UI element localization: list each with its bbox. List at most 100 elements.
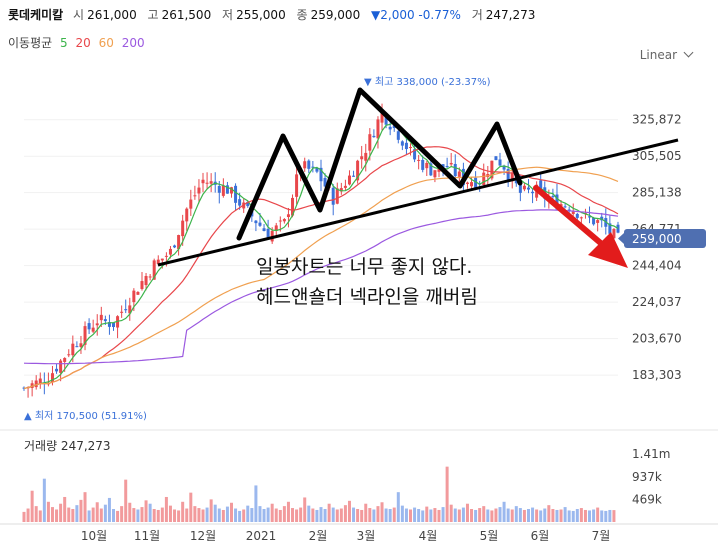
candle-body (404, 142, 408, 150)
candle-body (441, 164, 445, 168)
candle-body (291, 197, 295, 216)
candle-body (453, 163, 457, 177)
low-annotation: ▲ 최저 170,500 (51.91%) (24, 410, 147, 422)
volume-bar (278, 509, 282, 522)
candle-body (571, 210, 575, 215)
volume-bar (331, 507, 335, 522)
candle-body (457, 171, 461, 177)
volume-bar (474, 509, 478, 522)
volume-bar (136, 509, 140, 522)
volume-bar (229, 502, 233, 522)
candle-body (217, 186, 221, 193)
candle-body (343, 185, 347, 188)
volume-bar (282, 506, 286, 522)
volume-bar (612, 510, 616, 522)
volume-bar (343, 505, 347, 522)
volume-bar (189, 492, 193, 522)
y-tick-label: 305,505 (632, 149, 682, 163)
volume-bar (234, 508, 238, 522)
volume-bar (551, 509, 555, 522)
candle-body (254, 220, 258, 224)
ma-60: 60 (98, 36, 114, 50)
volume-bar (238, 510, 242, 522)
x-tick-label: 6월 (531, 529, 550, 543)
volume-bar (258, 506, 262, 522)
x-tick-label: 10월 (81, 529, 107, 543)
candle-body (490, 160, 494, 179)
candle-body (551, 196, 555, 198)
volume-bar (347, 500, 351, 522)
volume-bar (124, 479, 128, 522)
volume-bar (506, 508, 510, 522)
scale-label: Linear (639, 48, 677, 62)
volume-bar (441, 507, 445, 522)
candle-body (364, 152, 368, 161)
high-value: 261,500 (161, 8, 212, 22)
candle-body (274, 225, 278, 231)
candle-body (429, 163, 433, 176)
y-tick-label: 285,138 (632, 186, 682, 200)
volume-bar (392, 507, 396, 522)
candle-body (482, 172, 486, 186)
volume-bar (87, 510, 91, 522)
volume-bar (140, 507, 144, 522)
volume-bar (75, 505, 79, 522)
volume-bar (213, 504, 217, 522)
scale-selector[interactable]: Linear (639, 47, 694, 62)
volume-bar (588, 510, 592, 522)
candle-body (128, 305, 132, 314)
volume-bar (120, 506, 124, 522)
x-tick-label: 7월 (592, 529, 611, 543)
x-tick-label: 3월 (357, 529, 376, 543)
candle-body (360, 156, 364, 160)
volume-bar (461, 507, 465, 522)
candle-body (103, 319, 107, 322)
candle-body (258, 222, 262, 226)
candle-body (526, 187, 530, 190)
x-tick-label: 4월 (419, 529, 438, 543)
candle-body (266, 228, 270, 240)
candle-body (368, 134, 372, 151)
volume-bar (205, 507, 209, 522)
volume-tick-label: 1.41m (632, 447, 670, 461)
volume-bar (266, 507, 270, 522)
candle-body (380, 110, 384, 123)
volume-bar (445, 466, 449, 522)
volume-bar (46, 501, 50, 522)
volume-bar (327, 503, 331, 522)
candle-body (498, 159, 502, 166)
candle-body (376, 119, 380, 139)
candle-body (303, 161, 307, 169)
volume-bar (356, 509, 360, 522)
candle-body (319, 167, 323, 182)
volume-bar (380, 502, 384, 522)
x-tick-label: 12월 (190, 529, 216, 543)
y-tick-label: 325,872 (632, 113, 682, 127)
volume-bar (490, 510, 494, 522)
current-price-tag (624, 229, 706, 248)
volume-bar (168, 505, 172, 522)
volume-bar (116, 510, 120, 522)
candle-body (87, 323, 91, 330)
candle-body (144, 275, 148, 286)
volume-value: 247,273 (485, 8, 536, 22)
moving-average-legend[interactable]: 이동평균 5 20 60 200 (8, 34, 145, 51)
volume-bar (543, 508, 547, 522)
candle-body (323, 177, 327, 187)
volume-bar (494, 508, 498, 522)
volume-bar (22, 511, 26, 522)
candle-body (474, 177, 478, 188)
candle-body (339, 188, 343, 192)
candle-body (59, 360, 63, 373)
candle-body (388, 126, 392, 130)
volume-bar (437, 509, 441, 522)
volume-bar (518, 508, 522, 522)
candle-body (107, 322, 111, 327)
volume-bar (413, 507, 417, 522)
volume-bar (600, 510, 604, 522)
stock-name[interactable]: 롯데케미칼 (8, 8, 64, 22)
volume-bar (246, 505, 250, 522)
ma-label: 이동평균 (8, 36, 53, 50)
volume-bar (311, 508, 315, 522)
